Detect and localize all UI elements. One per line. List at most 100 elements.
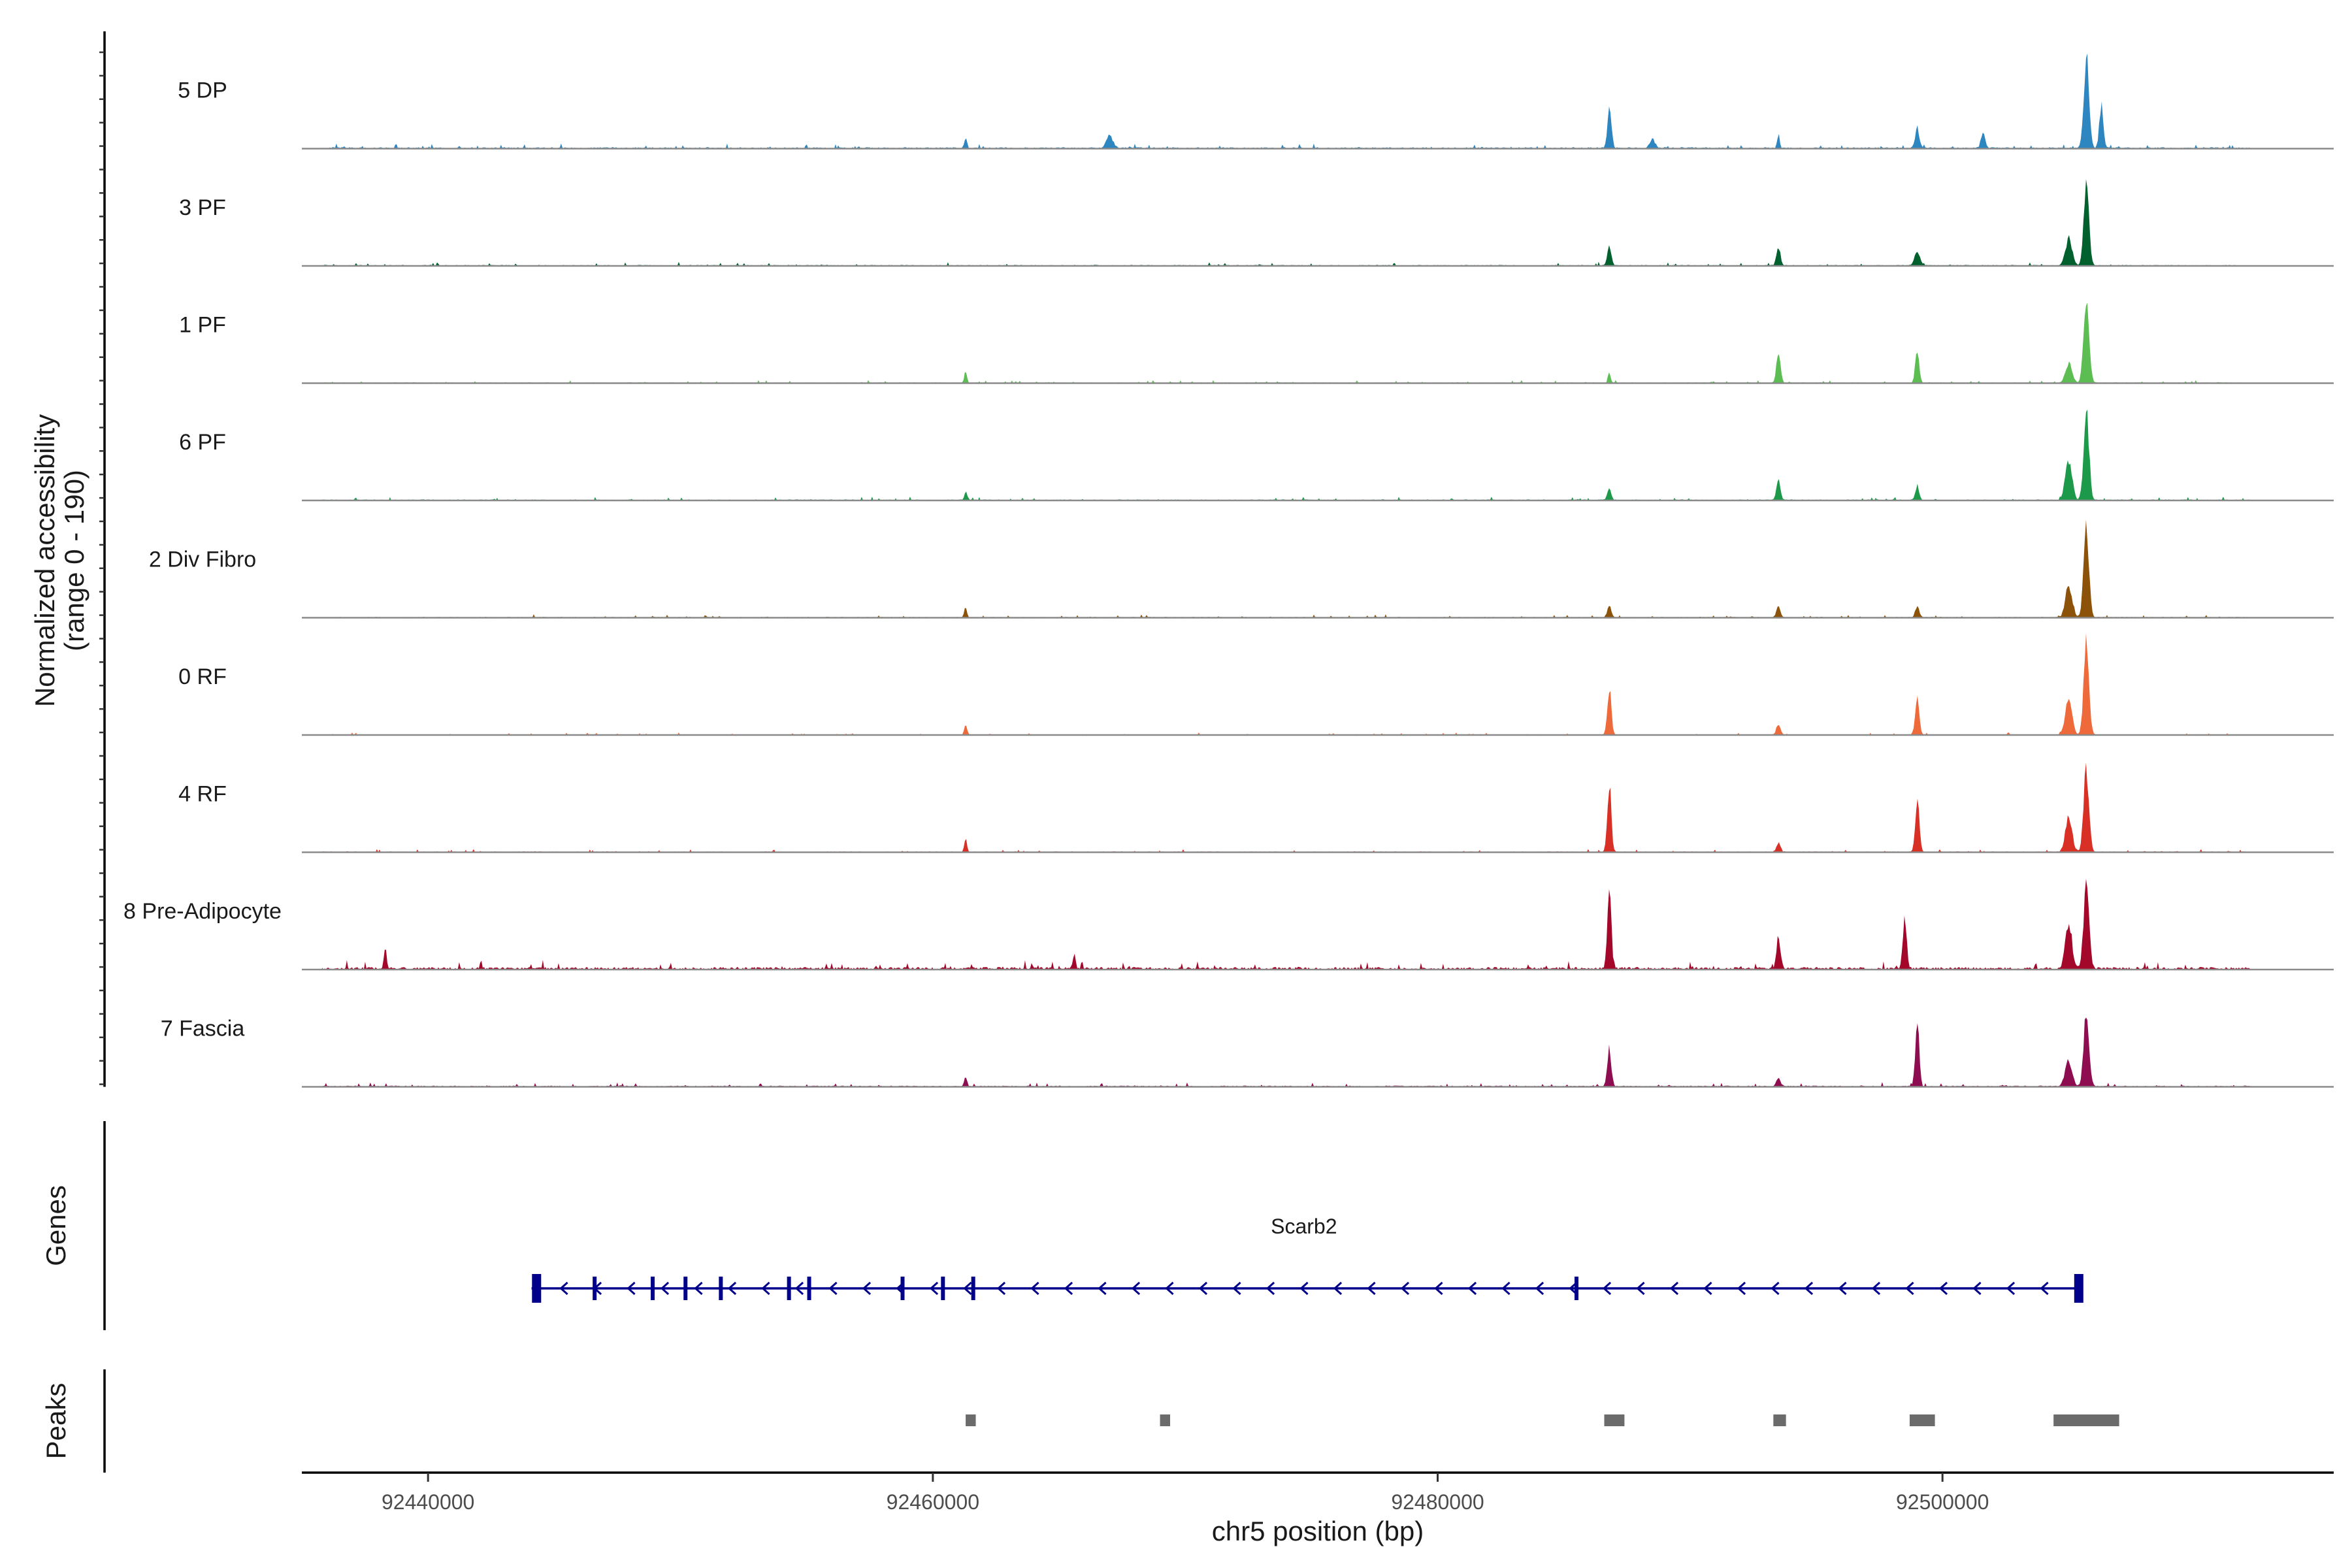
track-coverage-area [321, 762, 2251, 853]
strand-arrow [2006, 1281, 2016, 1296]
gene-exon [719, 1277, 723, 1300]
strand-arrow [1333, 1281, 1343, 1296]
strand-arrow [1467, 1281, 1477, 1296]
gene-exon [941, 1277, 945, 1300]
strand-arrow [862, 1281, 872, 1296]
y-axis-title-line2: (range 0 - 190) [59, 470, 90, 651]
strand-arrow [1367, 1281, 1376, 1296]
strand-arrow [996, 1281, 1006, 1296]
track-label: 4 RF [178, 782, 227, 807]
gene-exon [532, 1274, 542, 1303]
strand-arrow [963, 1281, 972, 1296]
strand-arrow [1804, 1281, 1814, 1296]
strand-arrow [1030, 1281, 1039, 1296]
strand-arrow [1131, 1281, 1141, 1296]
strand-arrow [627, 1281, 636, 1296]
strand-arrow [1602, 1281, 1612, 1296]
strand-arrow [1703, 1281, 1712, 1296]
gene-exon [593, 1277, 597, 1300]
peak-region [2053, 1414, 2119, 1426]
track-4: 2 Div Fibro [149, 519, 2334, 619]
strand-arrow [1737, 1281, 1746, 1296]
coverage-tracks: 5 DP 3 PF 1 PF 6 PF 2 Div Fibro 0 RF 4 RF 8 Pre… [123, 53, 2334, 1088]
strand-arrow [694, 1281, 703, 1296]
strand-arrow [660, 1281, 670, 1296]
gene-exon [807, 1277, 811, 1300]
track-label: 0 RF [178, 664, 227, 689]
strand-arrow [1400, 1281, 1410, 1296]
peak-region [966, 1414, 976, 1426]
track-1: 3 PF [179, 179, 2334, 267]
strand-arrow [1972, 1281, 1982, 1296]
strand-arrow [1871, 1281, 1881, 1296]
strand-arrow [1771, 1281, 1780, 1296]
track-label: 8 Pre-Adipocyte [123, 899, 282, 924]
track-coverage-area [321, 633, 2251, 735]
strand-arrow [1838, 1281, 1847, 1296]
strand-arrow [1535, 1281, 1544, 1296]
track-label: 1 PF [179, 313, 226, 338]
track-coverage-area [321, 1017, 2251, 1087]
gene-label: Scarb2 [1271, 1215, 1337, 1238]
strand-arrow [1434, 1281, 1443, 1296]
peaks-track [103, 1369, 2119, 1473]
strand-arrow [1299, 1281, 1309, 1296]
peaks-track-title: Peaks [41, 1383, 71, 1460]
gene-exon [900, 1277, 905, 1300]
track-7: 8 Pre-Adipocyte [123, 879, 2334, 971]
gene-exon [2074, 1274, 2083, 1303]
track-label: 2 Div Fibro [149, 547, 256, 572]
strand-arrow [1232, 1281, 1241, 1296]
track-6: 4 RF [178, 762, 2334, 853]
gene-exon [971, 1277, 975, 1300]
gene-exon [1574, 1277, 1578, 1300]
gene-exon [683, 1277, 688, 1300]
track-label: 6 PF [179, 430, 226, 455]
x-tick-label: 92460000 [887, 1490, 979, 1514]
peak-region [1604, 1414, 1625, 1426]
x-tick-label: 92440000 [382, 1490, 474, 1514]
gene-exon [787, 1277, 791, 1300]
peak-region [1773, 1414, 1786, 1426]
strand-arrow [1165, 1281, 1174, 1296]
x-tick-label: 92480000 [1391, 1490, 1484, 1514]
track-coverage-area [321, 179, 2251, 266]
strand-arrow [1669, 1281, 1679, 1296]
strand-arrow [1938, 1281, 1948, 1296]
strand-arrow [1198, 1281, 1208, 1296]
strand-arrow [1098, 1281, 1107, 1296]
strand-arrow [559, 1281, 568, 1296]
track-8: 7 Fascia [161, 1017, 2334, 1088]
track-coverage-area [321, 409, 2251, 500]
track-2: 1 PF [179, 302, 2334, 384]
gene-exon [651, 1277, 655, 1300]
strand-arrow [929, 1281, 939, 1296]
strand-arrow [2040, 1281, 2049, 1296]
left-axes [99, 31, 106, 1087]
x-axis: 92440000 92460000 92480000 92500000 [302, 1471, 2334, 1514]
strand-arrow [1636, 1281, 1645, 1296]
track-3: 6 PF [179, 409, 2334, 502]
track-coverage-area [321, 519, 2251, 618]
strand-arrow [828, 1281, 838, 1296]
genes-track-title: Genes [41, 1185, 71, 1266]
strand-arrow [761, 1281, 770, 1296]
x-axis-title: chr5 position (bp) [1212, 1516, 1424, 1546]
x-tick-label: 92500000 [1896, 1490, 1989, 1514]
peak-region [1160, 1414, 1170, 1426]
track-label: 7 Fascia [161, 1017, 245, 1041]
track-coverage-area [321, 53, 2251, 149]
track-5: 0 RF [178, 633, 2334, 736]
strand-arrow [727, 1281, 737, 1296]
strand-arrow [794, 1281, 804, 1296]
strand-arrow [1064, 1281, 1073, 1296]
peak-region [1909, 1414, 1935, 1426]
track-label: 3 PF [179, 195, 226, 220]
genes-track [103, 1121, 2083, 1330]
track-label: 5 DP [178, 78, 227, 103]
track-0: 5 DP [178, 53, 2334, 150]
track-coverage-area [321, 879, 2251, 970]
strand-arrow [1266, 1281, 1275, 1296]
strand-arrow [1501, 1281, 1511, 1296]
